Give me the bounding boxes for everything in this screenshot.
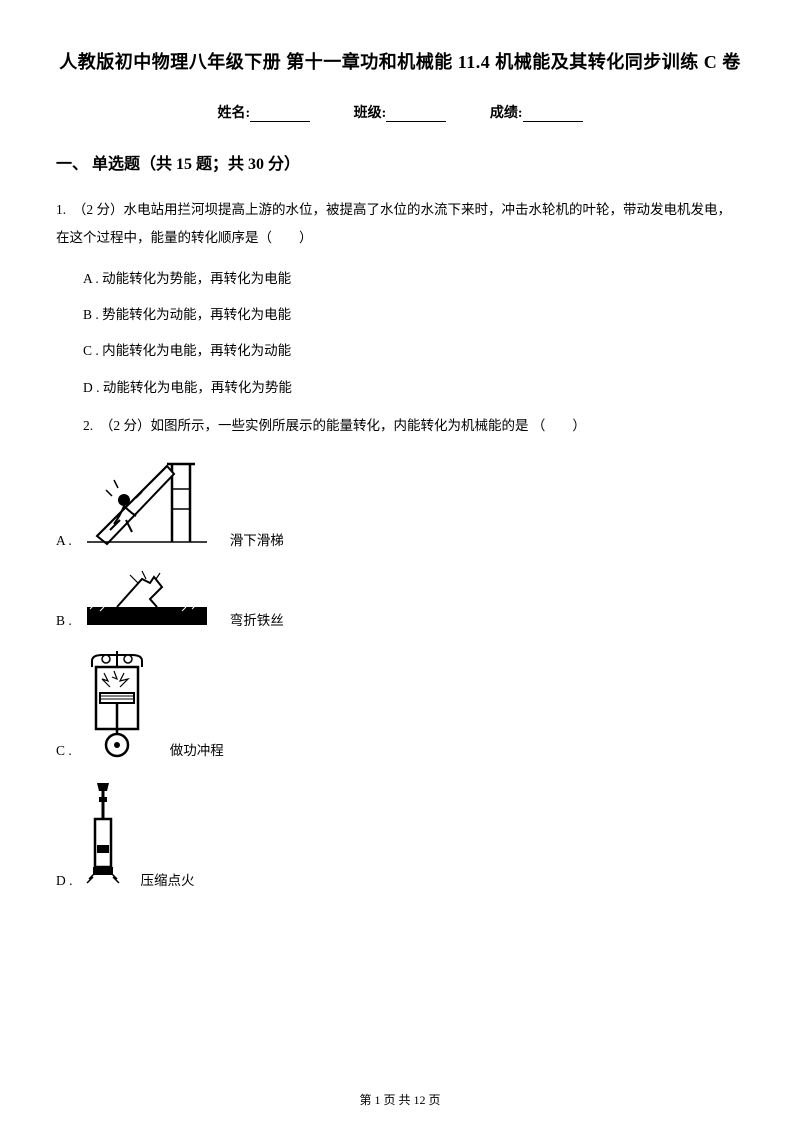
name-blank xyxy=(250,108,310,122)
score-blank xyxy=(523,108,583,122)
q1-option-c: C . 内能转化为电能，再转化为动能 xyxy=(83,339,744,363)
q1-option-a: A . 动能转化为势能，再转化为电能 xyxy=(83,267,744,291)
q2-c-caption: 做功冲程 xyxy=(170,739,224,759)
page-title: 人教版初中物理八年级下册 第十一章功和机械能 11.4 机械能及其转化同步训练 … xyxy=(56,48,744,74)
class-blank xyxy=(386,108,446,122)
score-label: 成绩: xyxy=(490,106,523,121)
page-footer: 第 1 页 共 12 页 xyxy=(0,1091,800,1108)
name-label: 姓名: xyxy=(217,106,250,121)
slide-illustration xyxy=(82,454,212,549)
q1-option-b: B . 势能转化为动能，再转化为电能 xyxy=(83,303,744,327)
engine-power-stroke-illustration xyxy=(82,649,152,759)
info-line: 姓名: 班级: 成绩: xyxy=(56,102,744,122)
q2-stem: 2. （2 分）如图所示，一些实例所展示的能量转化，内能转化为机械能的是 （ ） xyxy=(56,412,744,440)
section-header: 一、 单选题（共 15 题；共 30 分） xyxy=(56,150,744,174)
q2-d-letter: D . xyxy=(56,873,73,889)
q2-b-caption: 弯折铁丝 xyxy=(230,609,284,629)
q1-stem: 1. （2 分）水电站用拦河坝提高上游的水位，被提高了水位的水流下来时，冲击水轮… xyxy=(56,196,744,253)
class-label: 班级: xyxy=(354,106,387,121)
q2-c-letter: C . xyxy=(56,743,72,759)
compression-ignition-illustration xyxy=(83,779,123,889)
q2-option-b: B . 弯折铁丝 xyxy=(56,569,744,629)
q2-a-caption: 滑下滑梯 xyxy=(230,529,284,549)
q2-b-letter: B . xyxy=(56,613,72,629)
q2-d-caption: 压缩点火 xyxy=(141,869,195,889)
bend-wire-illustration xyxy=(82,569,212,629)
q2-option-c: C . 做功冲程 xyxy=(56,649,744,759)
q2-option-a: A . 滑下滑梯 xyxy=(56,454,744,549)
q2-a-letter: A . xyxy=(56,533,72,549)
q1-option-d: D . 动能转化为电能，再转化为势能 xyxy=(83,376,744,400)
q2-option-d: D . 压缩点火 xyxy=(56,779,744,889)
